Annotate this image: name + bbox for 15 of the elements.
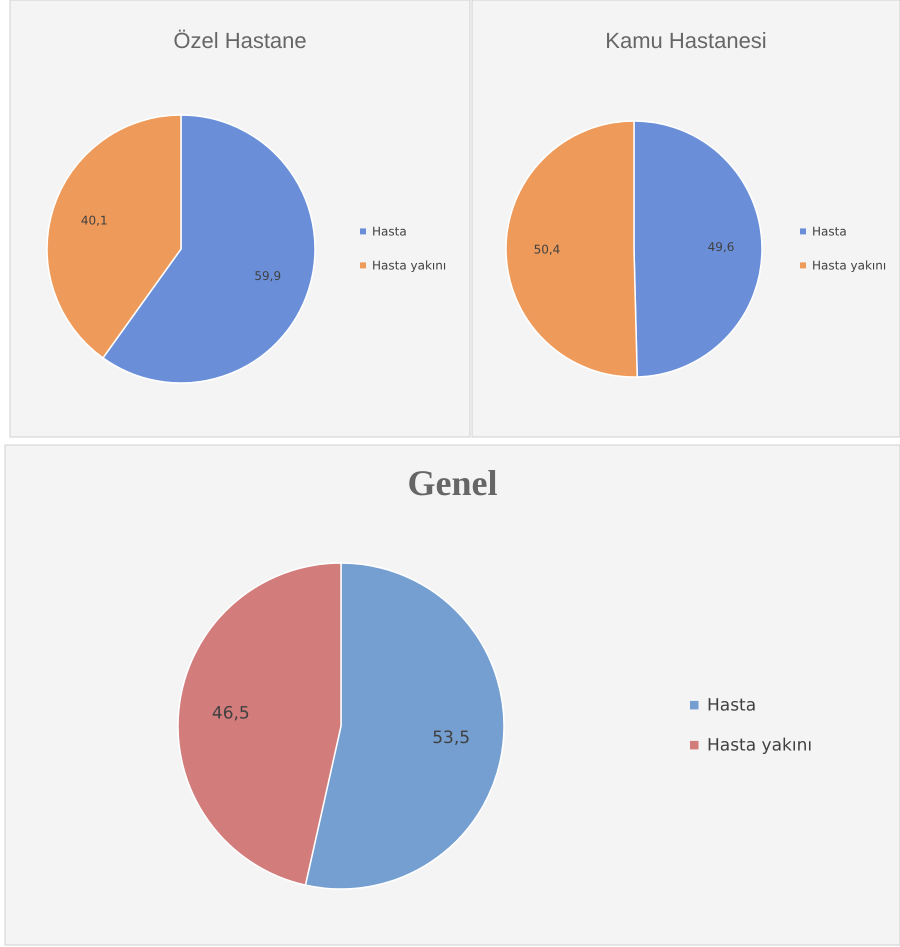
legend-label: Hasta yakını [372,258,446,272]
legend-label: Hasta yakını [707,736,812,756]
data-label: 59,9 [254,269,282,284]
data-label: 53,5 [432,728,470,748]
chart-title: Kamu Hastanesi [605,28,767,53]
data-label: 50,4 [534,242,560,256]
data-label: 40,1 [80,213,108,228]
data-label: 49,6 [708,240,734,254]
chart-title: Özel Hastane [173,28,307,53]
legend-label: Hasta yakını [812,258,886,272]
legend-label: Hasta [707,696,756,716]
chart-title: Genel [408,463,498,503]
legend-label: Hasta [812,224,847,238]
data-label: 46,5 [212,703,250,724]
legend-label: Hasta [372,224,407,238]
